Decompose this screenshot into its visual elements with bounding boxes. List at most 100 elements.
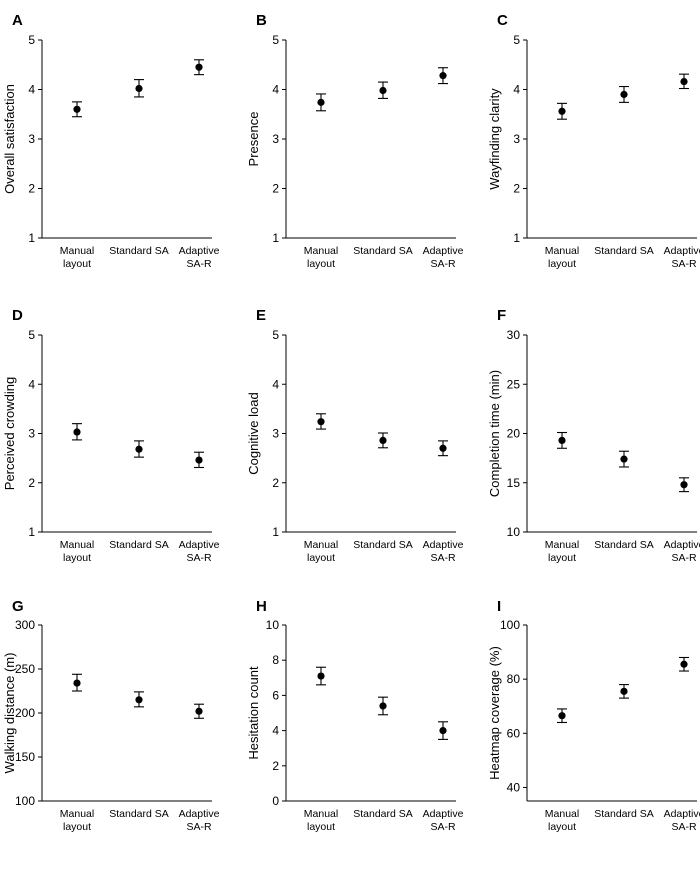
y-tick-label: 4 — [513, 83, 520, 97]
panel-letter: D — [12, 307, 23, 324]
y-axis-title: Heatmap coverage (%) — [487, 646, 502, 780]
data-point — [317, 418, 325, 426]
data-point — [620, 455, 628, 463]
y-tick-label: 300 — [15, 618, 35, 632]
data-point — [135, 445, 143, 453]
data-point — [195, 456, 203, 464]
panel-f: F 10 15 20 25 30 Completion time (min) Manual la… — [487, 307, 700, 564]
x-tick-label: Standard SA — [594, 539, 654, 551]
y-tick-label: 2 — [272, 182, 279, 196]
x-tick-label-line: SA-R — [430, 258, 456, 270]
x-tick-label-line: Standard SA — [109, 539, 169, 551]
x-tick-label-line: Manual — [60, 539, 94, 551]
x-tick-label-line: layout — [548, 552, 576, 564]
y-tick-label: 1 — [28, 525, 35, 539]
x-tick-label-line: Manual — [304, 539, 338, 551]
y-tick-label: 2 — [28, 476, 35, 490]
y-tick-label: 3 — [272, 132, 279, 146]
data-point — [73, 428, 81, 436]
y-tick-label: 3 — [272, 427, 279, 441]
data-point — [439, 444, 447, 452]
y-axis-title: Presence — [246, 112, 261, 167]
x-tick-label: Standard SA — [353, 808, 413, 820]
y-tick-label: 60 — [507, 726, 521, 740]
data-point — [195, 707, 203, 715]
y-tick-label: 10 — [266, 618, 280, 632]
x-tick-label-line: Adaptive — [179, 808, 220, 820]
y-tick-label: 2 — [28, 182, 35, 196]
panel-letter: E — [256, 307, 266, 324]
x-tick-label: Manual layout — [545, 539, 579, 564]
y-tick-label: 80 — [507, 672, 521, 686]
y-axis-title: Wayfinding clarity — [487, 88, 502, 190]
y-tick-label: 1 — [272, 231, 279, 245]
data-point — [73, 105, 81, 113]
x-tick-label-line: SA-R — [671, 552, 697, 564]
panel-letter: F — [497, 307, 506, 324]
y-tick-label: 8 — [272, 653, 279, 667]
data-point — [439, 727, 447, 735]
panel-h: H 0 2 4 6 8 10 Hesitation count Manual layout Stan… — [246, 598, 464, 833]
y-tick-label: 3 — [28, 132, 35, 146]
data-point — [379, 436, 387, 444]
x-tick-label: Standard SA — [594, 808, 654, 820]
x-tick-label-line: Manual — [545, 539, 579, 551]
x-tick-label-line: Adaptive — [179, 245, 220, 257]
y-axis-title: Hesitation count — [246, 666, 261, 760]
y-axis-title: Overall satisfaction — [2, 84, 17, 194]
x-tick-label-line: Manual — [60, 245, 94, 257]
data-point — [680, 660, 688, 668]
y-tick-label: 100 — [15, 794, 35, 808]
data-point — [195, 63, 203, 71]
x-tick-label-line: Manual — [545, 245, 579, 257]
x-tick-label-line: Manual — [304, 808, 338, 820]
panel-e: E 1 2 3 4 5 Cognitive load Manual layout Standard… — [246, 307, 464, 564]
x-tick-label-line: SA-R — [430, 821, 456, 833]
panel-b: B 1 2 3 4 5 Presence Manual layout Standard SA Ada… — [246, 12, 464, 270]
y-tick-label: 200 — [15, 706, 35, 720]
y-tick-label: 10 — [507, 525, 521, 539]
x-tick-label: Standard SA — [109, 808, 169, 820]
data-point — [558, 436, 566, 444]
y-tick-label: 100 — [500, 618, 520, 632]
x-tick-label: Standard SA — [353, 539, 413, 551]
x-tick-label: Manual layout — [60, 539, 94, 564]
panel-a: A 1 2 3 4 5 Overall satisfaction Manual layout St… — [2, 12, 220, 270]
x-tick-label-line: Adaptive — [423, 808, 464, 820]
x-tick-label-line: layout — [307, 821, 335, 833]
y-tick-label: 30 — [507, 328, 521, 342]
x-tick-label-line: layout — [548, 821, 576, 833]
x-tick-label-line: Standard SA — [109, 808, 169, 820]
y-tick-label: 4 — [272, 724, 279, 738]
x-tick-label: Standard SA — [594, 245, 654, 257]
y-tick-label: 250 — [15, 662, 35, 676]
x-tick-label: Manual layout — [545, 245, 579, 270]
x-tick-label: Manual layout — [304, 245, 338, 270]
data-point — [135, 84, 143, 93]
y-axis-title: Perceived crowding — [2, 377, 17, 490]
y-tick-label: 2 — [272, 476, 279, 490]
data-point — [558, 712, 566, 720]
x-tick-label-line: Standard SA — [353, 808, 413, 820]
y-tick-label: 6 — [272, 688, 279, 702]
panel-c: C 1 2 3 4 5 Wayfinding clarity Manual layout Stan… — [487, 12, 700, 270]
x-tick-label-line: Standard SA — [353, 539, 413, 551]
data-point — [317, 98, 325, 106]
data-point — [135, 696, 143, 704]
panel-letter: G — [12, 598, 24, 615]
x-tick-label-line: layout — [63, 552, 91, 564]
y-tick-label: 1 — [28, 231, 35, 245]
panel-d: D 1 2 3 4 5 Perceived crowding Manual layout Stan… — [2, 307, 220, 564]
x-tick-label-line: SA-R — [186, 258, 212, 270]
y-tick-label: 15 — [507, 476, 521, 490]
y-tick-label: 5 — [272, 328, 279, 342]
x-tick-label-line: Manual — [304, 245, 338, 257]
y-tick-label: 4 — [28, 377, 35, 391]
